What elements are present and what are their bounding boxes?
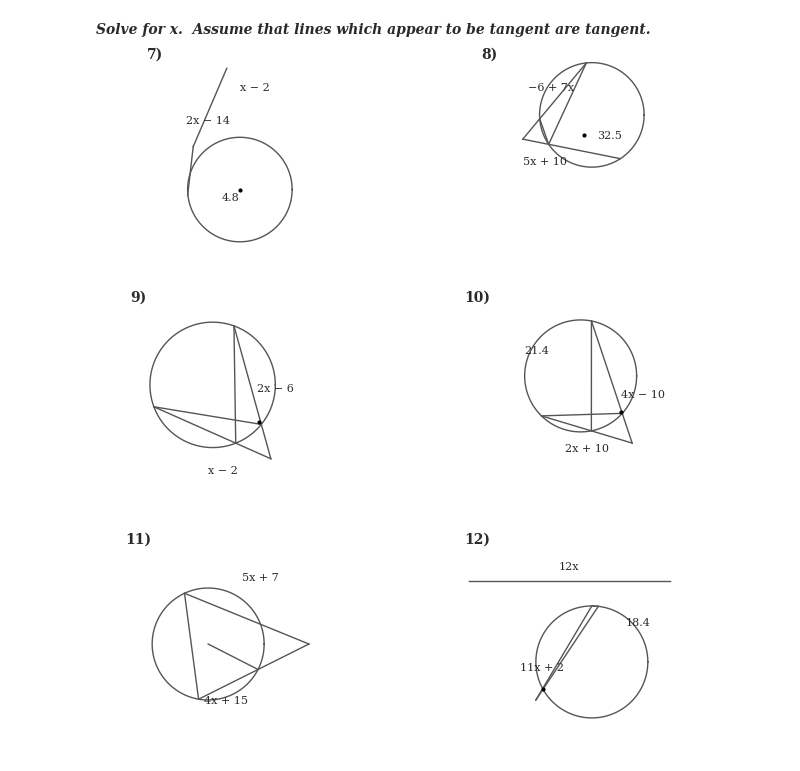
Text: x − 2: x − 2: [240, 82, 270, 93]
Text: 12x: 12x: [558, 562, 578, 572]
Text: 4x + 15: 4x + 15: [204, 696, 248, 706]
Text: 5x + 10: 5x + 10: [522, 157, 566, 167]
Text: 10): 10): [464, 291, 490, 305]
Text: 21.4: 21.4: [525, 345, 550, 355]
Text: 11): 11): [126, 532, 151, 546]
Text: 2x − 6: 2x − 6: [258, 384, 294, 393]
Text: 4.8: 4.8: [222, 193, 239, 203]
Text: 11x + 2: 11x + 2: [520, 663, 564, 673]
Text: x − 2: x − 2: [208, 466, 238, 476]
Text: 7): 7): [146, 48, 163, 62]
Text: −6 + 7x: −6 + 7x: [528, 82, 574, 93]
Text: 8): 8): [482, 48, 498, 62]
Text: 12): 12): [464, 532, 490, 546]
Text: 32.5: 32.5: [598, 131, 622, 141]
Text: 18.4: 18.4: [626, 618, 650, 628]
Text: 2x − 14: 2x − 14: [186, 116, 230, 126]
Text: 5x + 7: 5x + 7: [242, 574, 278, 584]
Text: Solve for x.  Assume that lines which appear to be tangent are tangent.: Solve for x. Assume that lines which app…: [96, 23, 650, 37]
Text: 9): 9): [130, 291, 146, 305]
Text: 4x − 10: 4x − 10: [621, 390, 665, 400]
Text: 2x + 10: 2x + 10: [565, 444, 609, 454]
